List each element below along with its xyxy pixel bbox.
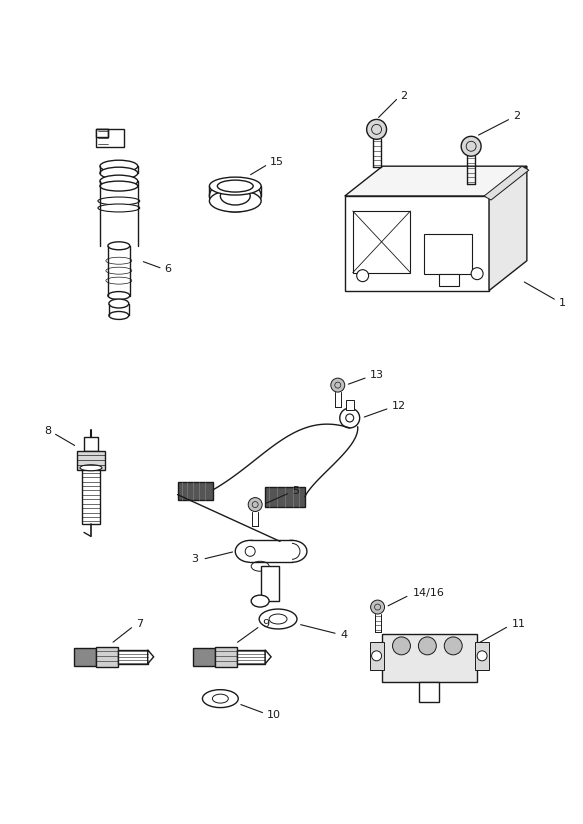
Polygon shape <box>345 196 489 291</box>
Ellipse shape <box>202 690 238 708</box>
Text: 14/16: 14/16 <box>412 588 444 598</box>
FancyBboxPatch shape <box>96 129 124 147</box>
FancyBboxPatch shape <box>96 647 118 667</box>
Circle shape <box>252 502 258 508</box>
Text: 9: 9 <box>262 619 269 629</box>
Circle shape <box>284 543 300 559</box>
FancyBboxPatch shape <box>215 647 237 667</box>
Circle shape <box>340 408 360 428</box>
Text: 1: 1 <box>559 297 566 307</box>
Ellipse shape <box>106 257 132 265</box>
Text: 5: 5 <box>292 485 299 495</box>
Ellipse shape <box>217 180 253 192</box>
Circle shape <box>346 414 354 422</box>
Ellipse shape <box>209 180 261 212</box>
Ellipse shape <box>269 614 287 624</box>
Ellipse shape <box>259 609 297 629</box>
Ellipse shape <box>106 277 132 284</box>
Ellipse shape <box>209 190 261 212</box>
Ellipse shape <box>100 176 138 187</box>
Circle shape <box>335 382 341 388</box>
Circle shape <box>357 269 368 282</box>
Circle shape <box>245 546 255 556</box>
FancyBboxPatch shape <box>82 470 100 524</box>
Polygon shape <box>440 274 459 286</box>
Circle shape <box>367 119 387 139</box>
Circle shape <box>471 268 483 279</box>
Circle shape <box>248 498 262 512</box>
Circle shape <box>392 637 410 655</box>
Circle shape <box>477 651 487 661</box>
Text: 4: 4 <box>341 630 348 640</box>
FancyBboxPatch shape <box>250 541 292 562</box>
Ellipse shape <box>108 292 130 300</box>
Circle shape <box>371 651 381 661</box>
Ellipse shape <box>106 267 132 274</box>
Ellipse shape <box>100 181 138 191</box>
FancyBboxPatch shape <box>265 487 305 507</box>
Ellipse shape <box>109 311 129 320</box>
Text: 8: 8 <box>44 426 51 436</box>
FancyBboxPatch shape <box>261 566 279 601</box>
Text: 13: 13 <box>370 370 384 380</box>
Text: 2: 2 <box>513 111 520 121</box>
Text: 15: 15 <box>270 157 284 167</box>
Ellipse shape <box>100 167 138 179</box>
Text: 3: 3 <box>191 555 198 564</box>
FancyBboxPatch shape <box>96 129 108 138</box>
Circle shape <box>419 637 436 655</box>
Ellipse shape <box>109 299 129 308</box>
Ellipse shape <box>251 595 269 607</box>
Text: 2: 2 <box>401 91 408 101</box>
Circle shape <box>444 637 462 655</box>
Circle shape <box>331 378 345 392</box>
Polygon shape <box>345 166 527 196</box>
FancyBboxPatch shape <box>178 482 213 499</box>
Ellipse shape <box>98 204 140 212</box>
Text: 7: 7 <box>136 619 143 629</box>
Polygon shape <box>77 451 105 470</box>
FancyBboxPatch shape <box>118 650 147 664</box>
Circle shape <box>371 124 381 134</box>
Polygon shape <box>484 166 529 200</box>
Ellipse shape <box>209 177 261 195</box>
Ellipse shape <box>98 197 140 205</box>
FancyBboxPatch shape <box>84 437 98 451</box>
Text: 6: 6 <box>164 264 171 274</box>
FancyBboxPatch shape <box>194 648 215 666</box>
Circle shape <box>466 141 476 152</box>
FancyBboxPatch shape <box>370 642 384 670</box>
FancyBboxPatch shape <box>419 681 440 701</box>
Polygon shape <box>265 650 271 664</box>
Circle shape <box>461 136 481 157</box>
FancyBboxPatch shape <box>74 648 96 666</box>
Circle shape <box>371 600 385 614</box>
Polygon shape <box>147 650 154 664</box>
Ellipse shape <box>212 694 229 703</box>
FancyBboxPatch shape <box>475 642 489 670</box>
FancyBboxPatch shape <box>346 400 354 410</box>
Text: 10: 10 <box>267 709 281 719</box>
Ellipse shape <box>220 187 250 205</box>
FancyBboxPatch shape <box>381 634 477 681</box>
Ellipse shape <box>100 160 138 172</box>
FancyBboxPatch shape <box>424 234 472 274</box>
Circle shape <box>375 604 381 610</box>
Polygon shape <box>489 166 527 291</box>
Text: 11: 11 <box>512 619 526 629</box>
Text: 12: 12 <box>392 401 406 411</box>
Ellipse shape <box>277 541 307 562</box>
Ellipse shape <box>108 241 130 250</box>
FancyBboxPatch shape <box>353 211 410 273</box>
Ellipse shape <box>80 465 102 471</box>
Ellipse shape <box>236 541 265 562</box>
FancyBboxPatch shape <box>237 650 265 664</box>
Ellipse shape <box>251 561 269 571</box>
